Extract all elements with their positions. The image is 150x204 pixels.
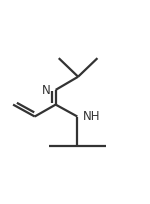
Text: N: N [42,83,51,96]
Text: NH: NH [83,110,100,123]
